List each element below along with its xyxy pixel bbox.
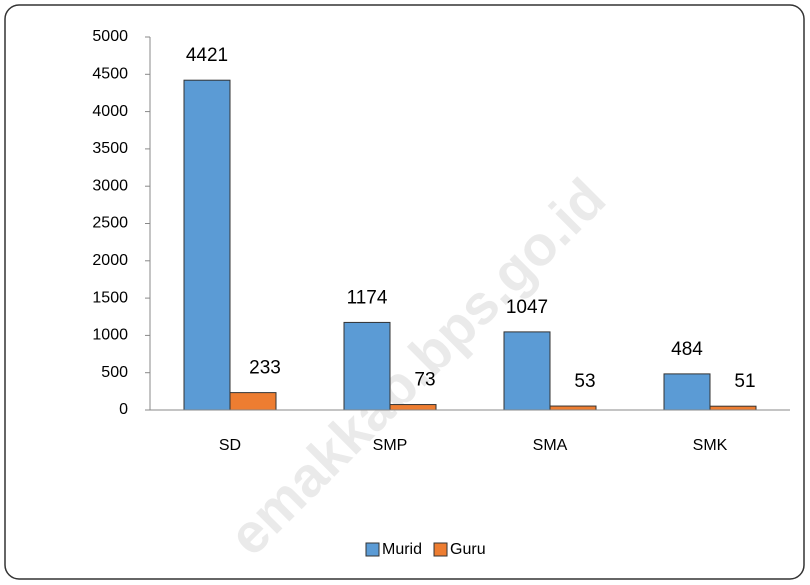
value-label: 4421	[186, 45, 228, 66]
legend-label: Murid	[382, 541, 422, 558]
bar	[709, 405, 757, 411]
y-tick-label: 5000	[92, 28, 128, 45]
legend-swatch	[433, 542, 448, 557]
y-tick-label: 4000	[92, 103, 128, 120]
value-label: 1047	[506, 297, 548, 318]
bar	[663, 373, 711, 411]
bar	[343, 321, 391, 411]
value-label: 233	[249, 358, 281, 379]
legend-label: Guru	[450, 541, 486, 558]
legend-swatch	[365, 542, 380, 557]
x-tick-label: SMK	[693, 437, 728, 454]
y-tick-label: 0	[119, 401, 128, 418]
bar	[503, 331, 551, 411]
y-tick-label: 2000	[92, 252, 128, 269]
y-tick-label: 1000	[92, 327, 128, 344]
value-label: 73	[414, 370, 435, 391]
bar	[549, 405, 597, 411]
x-tick-label: SMA	[533, 437, 568, 454]
value-label: 1174	[347, 287, 388, 308]
y-tick-label: 4500	[92, 66, 128, 83]
value-label: 51	[734, 371, 755, 392]
y-tick-label: 3500	[92, 140, 128, 157]
x-tick-label: SD	[219, 437, 241, 454]
y-tick-label: 2500	[92, 215, 128, 232]
bar	[229, 392, 277, 411]
y-tick-label: 1500	[92, 289, 128, 306]
value-label: 53	[574, 371, 595, 392]
y-tick-label: 500	[101, 364, 128, 381]
bar	[183, 79, 231, 411]
bar	[389, 404, 437, 411]
x-tick-label: SMP	[373, 437, 408, 454]
y-tick-label: 3000	[92, 177, 128, 194]
value-label: 484	[671, 339, 703, 360]
